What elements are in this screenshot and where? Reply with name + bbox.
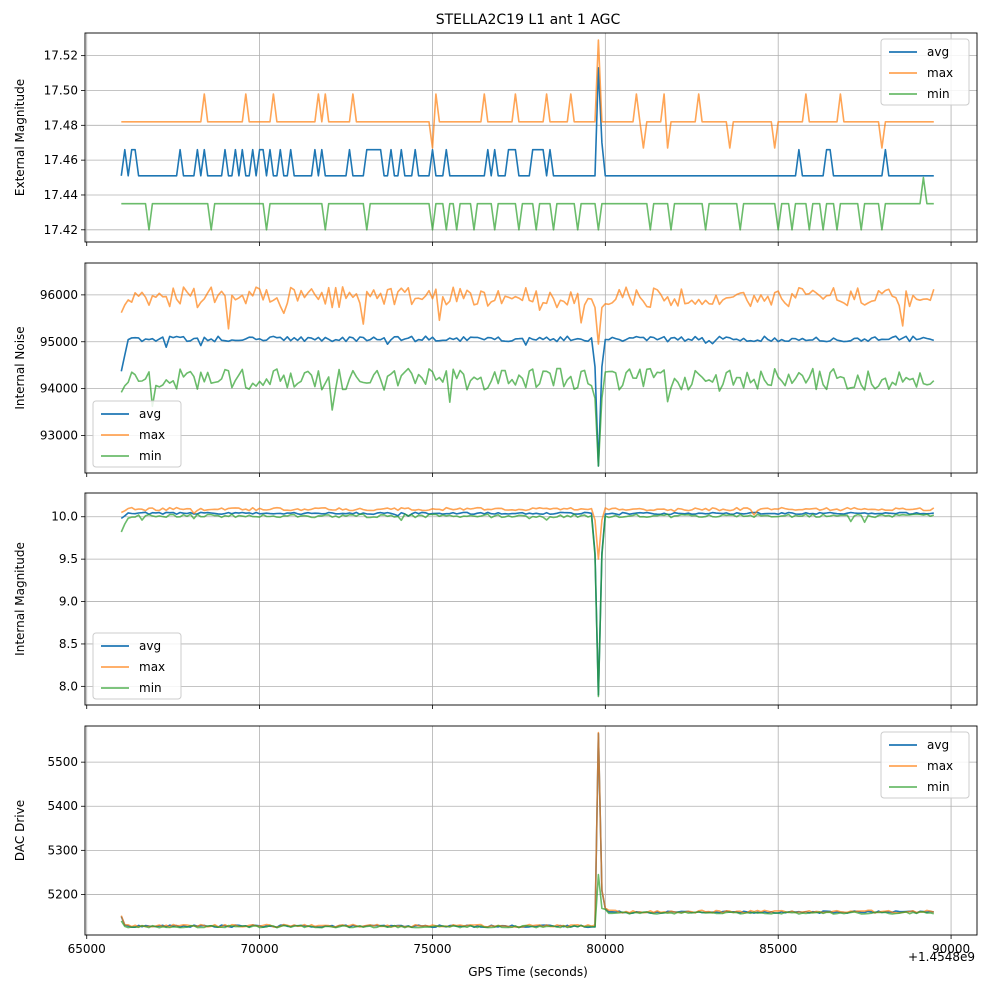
series-line-max [120, 286, 935, 345]
series-line-avg [120, 67, 934, 177]
series-line-min [120, 513, 935, 698]
series-line-min [120, 367, 935, 467]
x-tick-label: 75000 [413, 942, 451, 956]
axes-frame [84, 32, 978, 243]
series-line-min [120, 873, 934, 929]
legend-label-min: min [139, 449, 162, 463]
series-line-avg [120, 511, 934, 696]
y-tick-label: 9.0 [59, 595, 78, 609]
y-tick-label: 93000 [40, 429, 78, 443]
y-axis-label: DAC Drive [13, 800, 27, 861]
y-axis-label: Internal Magnitude [13, 542, 27, 656]
legend: avg max min [880, 38, 970, 106]
internal-noise-panel: 93000 94000 95000 96000 Internal Noise avg max… [13, 262, 978, 477]
x-tick-label: 65000 [68, 942, 106, 956]
series-line-max [121, 39, 934, 149]
figure-title: STELLA2C19 L1 ant 1 AGC [436, 12, 621, 28]
y-tick-label: 17.48 [44, 118, 78, 132]
y-tick-label: 10.0 [51, 510, 78, 524]
legend-label-max: max [927, 759, 953, 773]
y-tick-label: 17.44 [44, 188, 78, 202]
legend-label-max: max [139, 660, 165, 674]
axes-frame [84, 492, 978, 706]
legend-label-min: min [927, 780, 950, 794]
y-tick-label: 17.42 [44, 223, 78, 237]
external-magnitude-panel: 17.42 17.44 17.46 17.48 17.50 17.52 External M… [13, 32, 978, 246]
x-offset-label: +1.4548e9 [908, 950, 975, 964]
x-tick-label: 90000 [932, 942, 970, 956]
internal-magnitude-panel: 8.0 8.5 9.0 9.5 10.0 Internal Magnitude avg max… [13, 492, 978, 709]
legend-box [92, 632, 182, 700]
legend: avg max min [92, 632, 182, 700]
x-tick-label: 85000 [759, 942, 797, 956]
legend-label-min: min [927, 87, 950, 101]
series-line-max [120, 506, 935, 560]
legend-label-min: min [139, 681, 162, 695]
legend-label-avg: avg [139, 639, 161, 653]
y-tick-label: 17.52 [44, 49, 78, 63]
legend-box [880, 38, 970, 106]
axes-frame [84, 262, 978, 474]
legend-label-avg: avg [927, 738, 949, 752]
axes-frame [84, 725, 978, 936]
y-tick-label: 17.46 [44, 153, 78, 167]
y-tick-label: 5200 [47, 887, 78, 901]
y-tick-label: 5400 [47, 799, 78, 813]
y-tick-label: 5500 [47, 755, 78, 769]
series-line-min [121, 176, 934, 231]
y-tick-label: 8.5 [59, 637, 78, 651]
series-line-avg [120, 335, 935, 467]
y-tick-label: 96000 [40, 288, 78, 302]
legend-box [880, 731, 970, 799]
legend-label-max: max [927, 66, 953, 80]
y-tick-label: 8.0 [59, 679, 78, 693]
legend-label-avg: avg [139, 407, 161, 421]
y-tick-label: 94000 [40, 382, 78, 396]
legend-label-max: max [139, 428, 165, 442]
x-tick-label: 80000 [586, 942, 624, 956]
x-axis-label: GPS Time (seconds) [468, 965, 588, 979]
y-tick-label: 17.50 [44, 83, 78, 97]
legend: avg max min [880, 731, 970, 799]
dac-drive-panel: 5200 5300 5400 5500 65000 70000 75000 80000 8500… [13, 725, 978, 956]
series-line-avg [120, 732, 934, 929]
y-tick-label: 95000 [40, 335, 78, 349]
legend: avg max min [92, 400, 182, 468]
y-tick-label: 5300 [47, 843, 78, 857]
x-tick-label: 70000 [241, 942, 279, 956]
y-axis-label: External Magnitude [13, 79, 27, 196]
y-axis-label: Internal Noise [13, 326, 27, 409]
legend-label-avg: avg [927, 45, 949, 59]
y-tick-label: 9.5 [59, 552, 78, 566]
legend-box [92, 400, 182, 468]
